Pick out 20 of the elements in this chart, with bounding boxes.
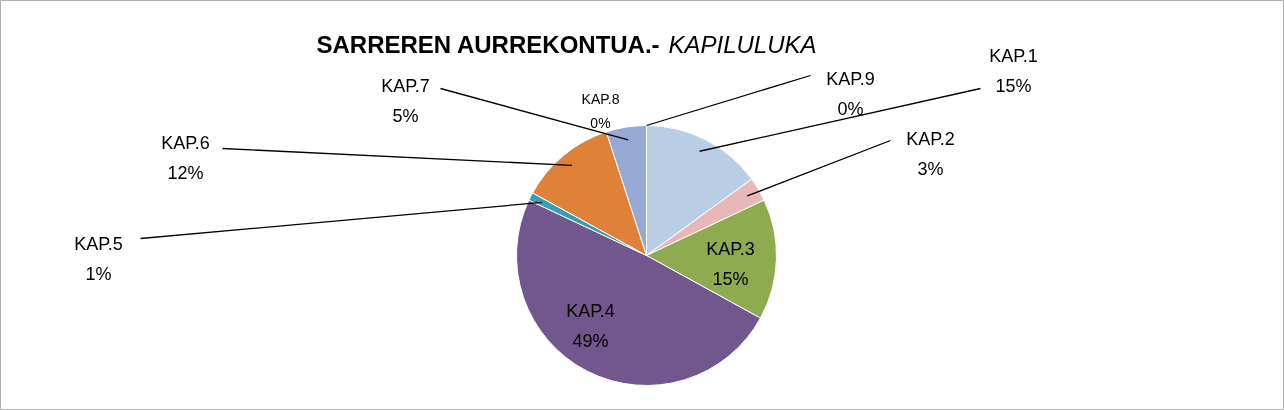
category-label: KAP.8 xyxy=(581,90,620,107)
slice-label: KAP.5 xyxy=(74,233,123,254)
text: 0% xyxy=(837,98,864,119)
data-label: 15% xyxy=(995,75,1032,96)
chart-title: SARREREN AURREKONTUA.- xyxy=(316,30,660,58)
data-label: 3% xyxy=(917,158,944,179)
slice-label: KAP.1 xyxy=(989,45,1038,66)
data-label: 1% xyxy=(85,263,112,284)
slice-label: KAP.7 xyxy=(381,75,430,96)
text: 0% xyxy=(590,114,611,131)
slice-label: KAP.6 xyxy=(161,132,210,153)
category-label: KAP.9 xyxy=(826,68,875,89)
slice-label: KAP.2 xyxy=(906,128,955,149)
data-label: 15% xyxy=(712,268,749,289)
data-label: 12% xyxy=(167,162,204,183)
slice-label: KAP.4 xyxy=(566,300,615,321)
slice-label: KAP.3 xyxy=(706,238,755,259)
data-label: 5% xyxy=(392,105,419,126)
data-label: 49% xyxy=(572,330,609,351)
chart-subtitle: KAPILULUKA xyxy=(668,30,817,58)
